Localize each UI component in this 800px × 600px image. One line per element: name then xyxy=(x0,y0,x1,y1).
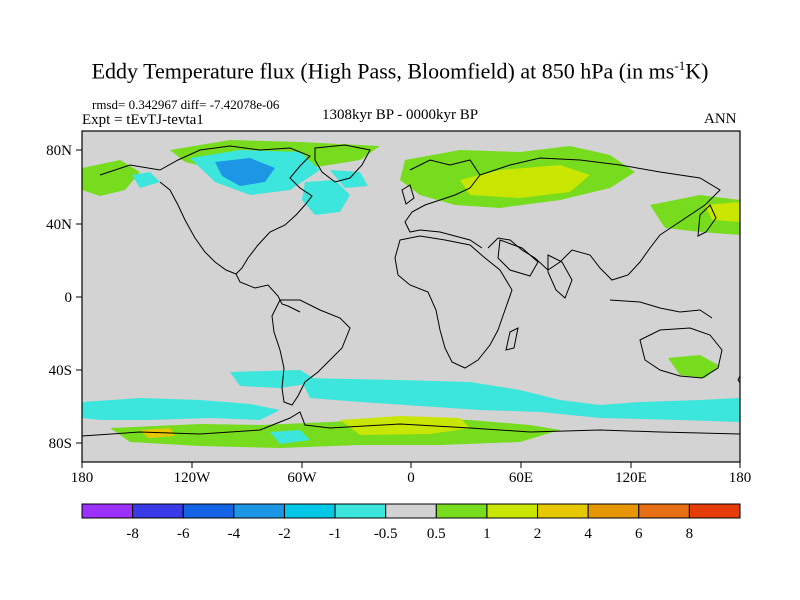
anomaly-green-north-pacific xyxy=(82,160,140,196)
colorbar-label: 8 xyxy=(686,526,694,542)
anomaly-cyan-southern-ocean-mid xyxy=(230,370,320,388)
colorbar-swatch xyxy=(587,503,640,519)
coast-north-america xyxy=(99,145,313,313)
y-tick-label: 0 xyxy=(65,290,73,306)
coastlines xyxy=(82,144,740,437)
colorbar-swatch xyxy=(182,503,235,519)
coast-asia xyxy=(479,157,721,281)
anomaly-green-australia xyxy=(668,355,720,378)
y-tick-label: 80N xyxy=(46,143,72,159)
coast-madagascar xyxy=(505,327,519,351)
colorbar-swatch xyxy=(688,503,741,519)
colorbar-swatch xyxy=(486,503,539,519)
coast-europe xyxy=(404,159,483,249)
x-tick-label: 180 xyxy=(729,470,752,486)
colorbar-swatch xyxy=(435,503,488,519)
colorbar-swatch xyxy=(537,503,589,519)
x-tick-label: 120W xyxy=(174,470,212,486)
y-tick-label: 40N xyxy=(46,217,72,233)
colorbar-swatch xyxy=(132,503,184,519)
colorbar-label: 6 xyxy=(635,526,643,542)
x-tick-label: 0 xyxy=(407,470,415,486)
coast-australia xyxy=(639,327,723,379)
colorbar: -8 -6 -4 -2 -1 -0.5 0.5 1 2 4 6 8 xyxy=(81,503,741,542)
coast-south-america xyxy=(271,299,351,406)
colorbar-swatch xyxy=(233,503,285,519)
x-tick-label: 60W xyxy=(287,470,317,486)
colorbar-label: -8 xyxy=(126,526,139,542)
title-main: Eddy Temperature flux (High Pass, Bloomf… xyxy=(91,58,675,84)
title-superscript: -1 xyxy=(674,58,686,73)
x-tick-label: 120E xyxy=(615,470,647,486)
anomaly-cyan-antarctic xyxy=(270,430,310,444)
anomaly-yellow-eurasia xyxy=(460,165,590,198)
x-tick-labels: 180 120W 60W 0 60E 120E 180 xyxy=(71,470,752,486)
colorbar-label: -2 xyxy=(278,526,291,542)
colorbar-swatch xyxy=(385,503,437,519)
colorbar-label: 4 xyxy=(584,526,592,542)
colorbar-swatch xyxy=(283,503,336,519)
coast-japan xyxy=(697,204,717,237)
anomaly-cyan-atlantic xyxy=(302,180,350,215)
x-tick-label: 60E xyxy=(509,470,533,486)
rmsd-label: rmsd= 0.342967 diff= -7.42078e-06 xyxy=(92,97,280,112)
coast-greenland xyxy=(314,144,371,183)
colorbar-label: -0.5 xyxy=(374,526,398,542)
colorbar-swatch xyxy=(81,503,134,519)
map-title: Eddy Temperature flux (High Pass, Bloomf… xyxy=(0,58,800,84)
coast-uk xyxy=(401,184,415,205)
colorbar-label: -4 xyxy=(228,526,241,542)
colorbar-label: 2 xyxy=(534,526,542,542)
colorbar-label: 1 xyxy=(483,526,491,542)
coast-india xyxy=(547,254,573,299)
season-label: ANN xyxy=(704,111,737,127)
anomaly-cyan-southern-ocean-west xyxy=(82,398,280,420)
anomaly-yellow-east-asia xyxy=(705,202,740,222)
experiment-label: Expt = tEvTJ-tevta1 xyxy=(82,112,204,128)
colorbar-swatch xyxy=(638,503,690,519)
coast-antarctica xyxy=(82,411,740,437)
coast-arabia xyxy=(497,239,539,277)
coast-indonesia xyxy=(609,299,713,319)
coast-africa xyxy=(394,235,513,369)
x-tick-label: 180 xyxy=(71,470,94,486)
anomaly-cyan-labrador xyxy=(330,170,368,188)
y-tick-label: 80S xyxy=(49,436,72,452)
anomaly-blue-canada xyxy=(215,158,275,186)
y-tick-labels: 80N 40N 0 40S 80S xyxy=(46,143,72,452)
colorbar-label: -6 xyxy=(177,526,190,542)
axis-ticks xyxy=(76,149,741,468)
coast-north-america-west xyxy=(159,181,237,275)
y-tick-label: 40S xyxy=(49,363,72,379)
anomaly-yellow-antarctic-coast xyxy=(340,416,470,435)
colorbar-swatch xyxy=(334,503,387,519)
period-label: 1308kyr BP - 0000kyr BP xyxy=(322,107,479,123)
colorbar-label: 0.5 xyxy=(427,526,446,542)
anomaly-shading xyxy=(82,140,740,448)
anomaly-cyan-alaska xyxy=(132,172,160,188)
colorbar-label: -1 xyxy=(329,526,342,542)
anomaly-cyan-southern-ocean-east xyxy=(300,378,740,422)
title-end: K) xyxy=(685,58,709,84)
